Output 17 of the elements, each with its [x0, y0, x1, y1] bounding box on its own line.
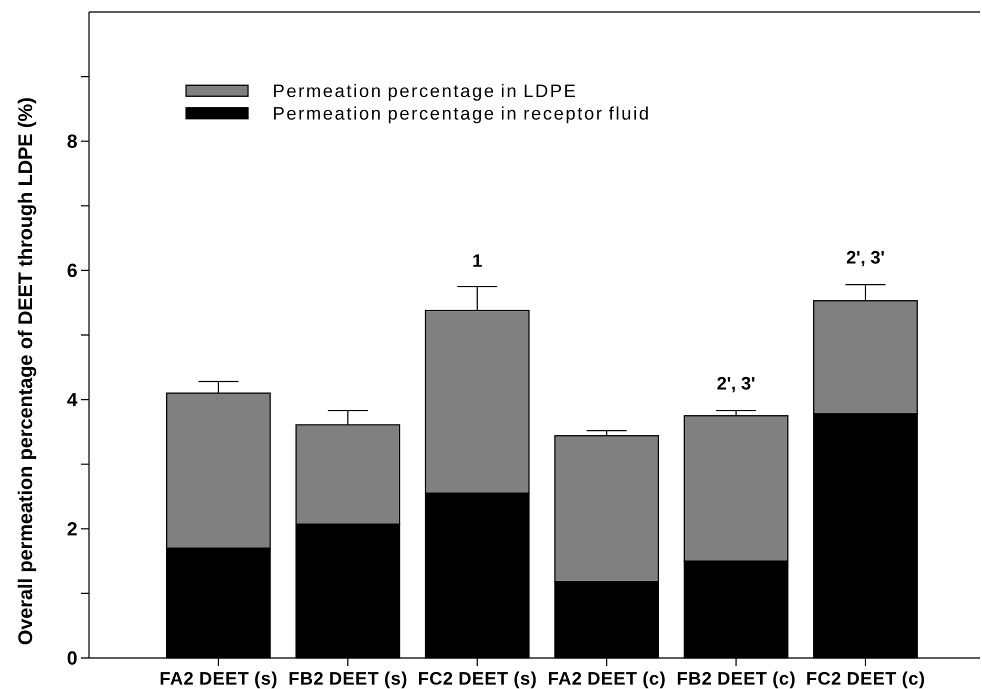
legend-label: Permeation percentage in LDPE — [274, 84, 575, 101]
x-tick-label: FB2 DEET (c) — [678, 672, 795, 688]
y-tick-label: 2 — [68, 522, 77, 536]
annotation: 2', 3' — [717, 376, 754, 392]
x-tick-label: FC2 DEET (c) — [807, 672, 924, 688]
x-tick-label: FA2 DEET (s) — [160, 672, 276, 688]
y-tick-label: 8 — [68, 134, 77, 148]
y-axis-title: Overall permeation percentage of DEET through LDPE (%) — [18, 98, 36, 644]
y-tick-label: 4 — [67, 393, 78, 406]
y-tick-label: 6 — [68, 264, 77, 278]
y-tick-label: 0 — [68, 651, 77, 665]
annotation: 1 — [473, 254, 482, 267]
x-tick-label: FC2 DEET (s) — [419, 672, 536, 688]
x-tick-label: FB2 DEET (s) — [290, 672, 406, 688]
legend-label: Permeation percentage in receptor fluid — [274, 106, 648, 124]
annotation: 2', 3' — [846, 250, 884, 266]
x-tick-label: FA2 DEET (c) — [548, 672, 665, 688]
